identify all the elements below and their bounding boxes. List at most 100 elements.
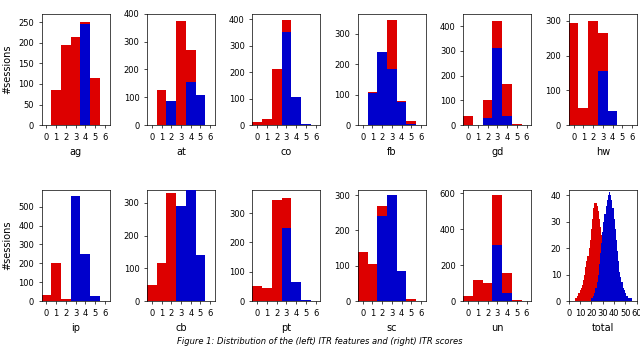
X-axis label: un: un [491, 323, 504, 333]
Bar [608, 277, 609, 301]
Bar [196, 255, 205, 301]
Bar [387, 20, 397, 125]
Bar [272, 200, 282, 301]
Bar [620, 277, 621, 301]
Bar [584, 274, 585, 301]
Bar [387, 69, 397, 125]
Bar [61, 45, 71, 125]
Bar [358, 252, 367, 301]
Bar [630, 298, 632, 301]
Bar [617, 251, 618, 301]
Bar [605, 264, 607, 301]
Bar [586, 261, 588, 301]
Bar [607, 272, 608, 301]
Bar [301, 300, 311, 301]
Bar [378, 206, 387, 301]
Bar [616, 240, 617, 301]
Bar [406, 299, 416, 301]
Bar [585, 266, 586, 301]
Bar [378, 64, 387, 125]
Bar [186, 137, 196, 301]
Bar [601, 243, 602, 301]
Bar [387, 195, 397, 301]
Bar [493, 48, 502, 125]
Bar [262, 119, 272, 125]
Bar [367, 92, 378, 125]
Bar [623, 288, 624, 301]
Bar [591, 229, 592, 301]
Bar [604, 251, 605, 301]
Bar [609, 192, 610, 301]
Bar [81, 254, 90, 301]
X-axis label: cb: cb [175, 323, 187, 333]
Bar [605, 206, 607, 301]
Bar [628, 298, 629, 301]
Bar [282, 199, 291, 301]
Bar [493, 195, 502, 301]
Bar [602, 232, 604, 301]
Bar [609, 282, 610, 301]
Bar [580, 288, 582, 301]
Bar [608, 195, 609, 301]
Bar [569, 22, 579, 125]
Bar [90, 78, 100, 125]
Bar [592, 298, 593, 301]
X-axis label: ag: ag [70, 147, 82, 157]
Bar [493, 21, 502, 125]
Bar [512, 300, 522, 301]
Bar [186, 50, 196, 125]
X-axis label: fb: fb [387, 147, 397, 157]
Bar [502, 84, 512, 125]
Bar [595, 203, 596, 301]
Bar [176, 209, 186, 301]
X-axis label: gd: gd [492, 147, 504, 157]
Bar [591, 298, 592, 301]
Bar [378, 52, 387, 125]
Bar [598, 71, 607, 125]
Bar [611, 290, 612, 301]
X-axis label: ip: ip [71, 323, 80, 333]
Bar [166, 193, 176, 301]
Bar [625, 293, 626, 301]
Bar [463, 117, 473, 125]
Bar [186, 82, 196, 125]
Bar [81, 24, 90, 125]
Bar [601, 235, 602, 301]
Bar [592, 219, 593, 301]
Bar [291, 97, 301, 125]
Bar [576, 298, 577, 301]
Bar [282, 20, 291, 125]
Bar [387, 197, 397, 301]
Bar [579, 108, 588, 125]
Bar [166, 106, 176, 125]
Bar [61, 299, 71, 301]
Bar [588, 21, 598, 125]
Bar [397, 101, 406, 125]
Bar [512, 124, 522, 125]
Bar [612, 293, 614, 301]
Text: Figure 1: Distribution of the (left) ITR features and (right) ITR scores: Figure 1: Distribution of the (left) ITR… [177, 337, 463, 346]
Bar [301, 124, 311, 125]
Bar [621, 282, 623, 301]
Bar [604, 221, 605, 301]
Bar [626, 296, 627, 301]
Bar [367, 93, 378, 125]
Bar [600, 227, 601, 301]
Bar [282, 33, 291, 125]
Bar [406, 124, 416, 125]
Bar [483, 100, 493, 125]
Bar [301, 124, 311, 125]
Bar [579, 293, 580, 301]
Bar [301, 300, 311, 301]
Bar [610, 195, 611, 301]
Bar [176, 206, 186, 301]
Bar [593, 296, 595, 301]
Bar [602, 243, 604, 301]
Bar [577, 296, 579, 301]
Bar [282, 228, 291, 301]
Bar [166, 101, 176, 125]
Bar [483, 283, 493, 301]
X-axis label: pt: pt [282, 323, 292, 333]
Bar [473, 280, 483, 301]
Bar [186, 258, 196, 301]
